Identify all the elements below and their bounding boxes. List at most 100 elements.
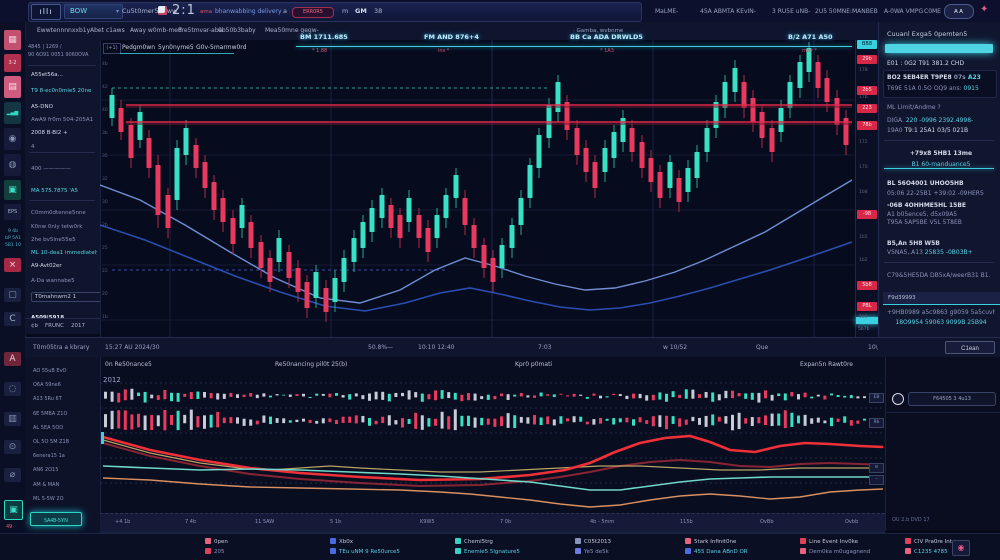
indicator-label-1[interactable]: O6A 59ne6 — [33, 382, 61, 389]
watchlist-item-9[interactable]: K0nw 0nly tetw0rk — [31, 224, 83, 230]
indicator-header-2[interactable]: Kpr0 p0mati — [515, 361, 553, 368]
indicator-header-3[interactable]: Expan5n Rawt0re — [800, 361, 853, 368]
rail-icon-6[interactable]: ▣ — [4, 180, 21, 200]
profile-pill-button[interactable]: ᴀᴀ — [944, 4, 974, 19]
status-group-1[interactable]: Xb0x TEu uNM 9 Re50urce5 — [330, 538, 400, 555]
indicator-label-0[interactable]: AO 55uB EvO — [33, 368, 67, 374]
price-badge[interactable]: 29b — [857, 55, 877, 64]
watchlist-item-2[interactable]: A5-DNO — [31, 104, 53, 110]
rail-icon-13[interactable]: ▥ — [4, 412, 21, 426]
price-badge[interactable]: -98 — [857, 210, 877, 219]
symbol-label-0[interactable]: BM 1711.685 — [300, 33, 348, 41]
watchlist-item-7[interactable]: MA 575.7875 'A5 — [31, 188, 79, 194]
topbar-menu-item-1[interactable]: 45A ABMTA KEvIN- — [700, 8, 756, 15]
status-group-3[interactable]: C05t2013 Ye5 de5k — [575, 538, 611, 555]
watchlist-item-11[interactable]: ML 10-dea1 immediately — [31, 250, 97, 256]
chart-header-token-0[interactable]: Pedgm0wn — [122, 44, 156, 51]
nav-tab-1[interactable]: Abet c1aws — [90, 27, 125, 34]
rail-icon-15[interactable]: ⌀ — [4, 468, 21, 482]
rail-icon-0[interactable]: ▦ — [4, 30, 21, 50]
price-badge[interactable]: 78b — [857, 121, 877, 130]
topbar-menu-item-3[interactable]: 2U5 50MNE: — [815, 8, 853, 15]
indicator-chart-canvas[interactable] — [100, 357, 885, 513]
panel-subheader[interactable]: F9d39993 — [883, 292, 1000, 305]
price-badge[interactable]: 5b8 — [857, 281, 877, 290]
time-axis[interactable]: +4 1b 7 4b 11 5AW 5 1b K9W5 7 0b 4b - 5mm 115b O… — [100, 513, 885, 533]
watchlist-item-0[interactable]: A55et56a... — [31, 72, 63, 78]
rail-icon-11[interactable]: A — [4, 352, 21, 366]
sync-button[interactable]: 5A4B-5YN — [30, 512, 82, 526]
nav-tab-2[interactable]: Away w0mb-med — [130, 27, 182, 34]
topbar-link[interactable]: bhanwabbing delivery — [215, 8, 282, 15]
rail-icon-1[interactable]: 3·2 — [4, 54, 21, 72]
price-badge[interactable]: PBL — [857, 302, 877, 311]
topbar-menu-item-0[interactable]: MaLME- — [655, 8, 679, 15]
rail-icon-7[interactable]: EPS — [4, 204, 21, 220]
notification-box-icon[interactable]: ◉ — [952, 540, 970, 556]
price-badge[interactable]: 223 — [857, 104, 877, 113]
watchlist-item-10[interactable]: 2he bv5ine55e5 — [31, 237, 76, 243]
indicator-label-2[interactable]: A13 5Ru 6T — [33, 396, 62, 403]
indicator-label-7[interactable]: AN6 2O15 — [33, 467, 59, 474]
rail-icon-8[interactable]: × — [4, 258, 21, 272]
topbar-menu-item-4[interactable]: MANBEB — [852, 8, 878, 15]
indicator-label-9[interactable]: ML 5-5W 2O — [33, 495, 64, 502]
indicator-label-3[interactable]: 6E 5MBA Z1O — [33, 410, 68, 417]
chart-header-token-1[interactable]: 5yn0nyme5 — [158, 44, 194, 51]
topbar-menu-item-5[interactable]: A-0WA VMPG — [884, 8, 924, 15]
session-pill[interactable]: F64505 3 4u13 — [908, 392, 996, 406]
watchlist-item-14[interactable]: T0mahnwm2 1 — [31, 292, 105, 302]
symbol-label-1[interactable]: FM AND 876+4 — [424, 33, 479, 41]
rail-icon-9[interactable]: ▢ — [4, 288, 21, 302]
price-axis[interactable]: 5b7b BB8 29b 2b5 223 78b -98 5b8 PBL 178 17b 172 17… — [855, 40, 879, 337]
rail-icon-5[interactable]: ◍ — [4, 154, 21, 176]
rail-icon-4[interactable]: ◉ — [4, 128, 21, 150]
topbar-menu-item-6[interactable]: C0ME — [924, 8, 941, 15]
indicator-label-8[interactable]: AM & MAN — [33, 481, 60, 488]
watchlist-item-12[interactable]: A9-Avt02er — [31, 263, 62, 269]
errors-badge[interactable]: ERR0R5 — [292, 7, 334, 18]
rail-icon-12[interactable]: ◌ — [4, 382, 21, 396]
nav-tab-0[interactable]: Ewwtennnnxxb1y — [37, 27, 91, 34]
nav-tab-4[interactable]: 0b50b3baby — [218, 27, 256, 34]
price-badge[interactable]: BB8 — [857, 40, 877, 49]
symbol-label-3[interactable]: B/2 A71 A50 — [788, 33, 833, 41]
rail-icon-16[interactable]: ▣ — [4, 500, 23, 520]
status-group-0[interactable]: 0pen 205 — [205, 538, 228, 555]
sparkle-icon[interactable]: ✦ — [980, 4, 989, 15]
indicator-header-1[interactable]: Re50nancing pil0t 25(b) — [275, 361, 348, 368]
nav-tab-5[interactable]: Mea50mne gegw- — [265, 27, 319, 34]
nav-tab-3[interactable]: Pre5tmvar-abw — [178, 27, 224, 34]
rail-icon-14[interactable]: ⊙ — [4, 440, 21, 454]
rail-icon-2[interactable]: ▤ — [4, 76, 21, 98]
watchlist-item-3[interactable]: AwA9 fr0m 504-205A1 — [31, 117, 94, 123]
record-icon[interactable] — [892, 393, 904, 405]
indicator-label-5[interactable]: OL 5O 5M Z1B — [33, 439, 70, 445]
watchlist-item-8[interactable]: C0mm0dtenne5nne — [31, 210, 86, 216]
status-group-4[interactable]: 5tark Infinit0ne 455 Dana ABnD OR — [685, 538, 748, 555]
price-badge[interactable]: 2b5 — [857, 86, 877, 95]
status-group-6[interactable]: CIV Pra0re Int C1235 4785 — [905, 538, 952, 555]
indicator-header-0[interactable]: 0n Re50nance5 — [105, 361, 152, 368]
topbar-menu-item-2[interactable]: 3 RU5E uNB- — [772, 8, 811, 15]
chevron-down-icon[interactable]: ▾ — [115, 8, 119, 15]
status-group-2[interactable]: Chemi5trg Enemie5 5ignature5 — [455, 538, 520, 555]
main-chart-canvas[interactable] — [100, 40, 855, 337]
watchlist-item-1[interactable]: T9 8-ec0n0mie5 20ne — [31, 88, 92, 94]
progress-bar[interactable] — [885, 44, 993, 53]
watchlist-footer[interactable]: ¢b FRUNC 2017 — [25, 318, 106, 334]
watchlist-item-13[interactable]: A-Da wannabe5 — [31, 278, 75, 284]
app-logo[interactable]: ıllı — [31, 4, 61, 20]
search-input[interactable]: BOW ▾ — [64, 4, 123, 19]
clear-button[interactable]: C1ean — [945, 341, 995, 354]
status-group-5[interactable]: Line Event Inv0ke Dem0ka m0ugagnend — [800, 538, 870, 555]
watchlist-item-5[interactable]: 4 — [31, 144, 35, 150]
chart-header-token-2[interactable]: G0v-5marmw0rd — [196, 44, 247, 51]
customers-menu[interactable]: Cu5t0mer5abww — [122, 7, 178, 15]
rail-icon-10[interactable]: C — [4, 312, 21, 326]
indicator-label-6[interactable]: 6enera15 1a — [33, 453, 65, 460]
indicator-label-4[interactable]: AL 5EA 5OO — [33, 424, 64, 431]
grid-icon[interactable] — [158, 6, 167, 15]
rail-icon-3[interactable]: ▂▄▆ — [4, 102, 21, 124]
watchlist-item-6[interactable]: 400 ­————— — [31, 166, 71, 172]
